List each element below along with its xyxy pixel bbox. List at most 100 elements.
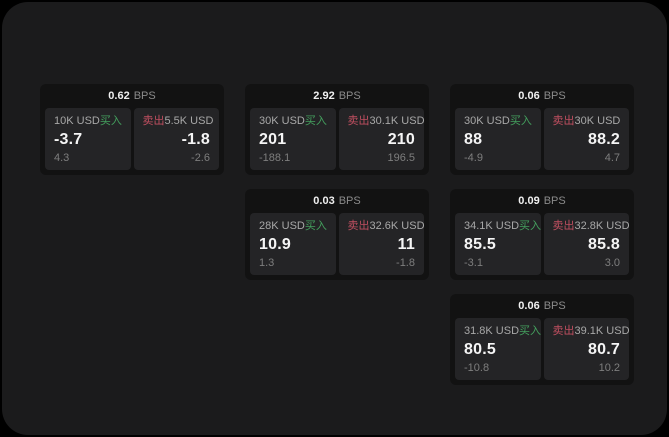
panel-top-row: 卖出 30K USD [553,116,621,127]
buy-side-label: 买入 [519,325,542,337]
sell-quote-panel[interactable]: 卖出 32.8K USD 85.8 3.0 [543,213,630,275]
card-header: 0.06 BPS [455,84,629,108]
buy-amount: 34.1K USD [464,220,520,232]
sell-side-label: 卖出 [142,115,165,127]
card-header: 0.62 BPS [45,84,219,108]
quote-panels: 28K USD 买入 10.9 1.3 卖出 32.6K USD 11 -1.8 [250,213,425,275]
panel-top-row: 卖出 5.5K USD [142,115,214,127]
sell-delta: -1.8 [396,257,415,269]
panel-top-row: 卖出 32.6K USD [347,220,425,232]
buy-price: 201 [259,131,287,148]
quote-card: 0.06 BPS 30K USD 买入 88 -4.9 卖出 30K USD [450,84,634,175]
quote-card: 0.03 BPS 28K USD 买入 10.9 1.3 卖出 32.6K US… [245,189,429,280]
buy-side-label: 买入 [304,220,327,232]
buy-delta: -4.9 [464,152,483,164]
buy-quote-panel[interactable]: 34.1K USD 买入 85.5 -3.1 [455,213,541,275]
bps-value: 0.62 [108,89,130,102]
buy-side-label: 买入 [304,115,327,127]
sell-quote-panel[interactable]: 卖出 30.1K USD 210 196.5 [338,108,425,170]
sell-amount: 32.6K USD [369,220,425,232]
card-header: 0.09 BPS [455,189,629,213]
sell-quote-panel[interactable]: 卖出 39.1K USD 80.7 10.2 [543,318,630,380]
panel-top-row: 30K USD 买入 [464,116,532,127]
sell-quote-panel[interactable]: 卖出 32.6K USD 11 -1.8 [338,213,425,275]
quote-card: 2.92 BPS 30K USD 买入 201 -188.1 卖出 30.1K … [245,84,429,175]
buy-price: 10.9 [259,236,291,253]
buy-amount: 28K USD [259,220,305,232]
sell-delta: 10.2 [598,362,620,374]
quote-panels: 10K USD 买入 -3.7 4.3 卖出 5.5K USD -1.8 -2.… [45,108,219,170]
buy-amount: 10K USD [54,115,100,127]
buy-quote-panel[interactable]: 31.8K USD 买入 80.5 -10.8 [455,318,541,380]
sell-side-label: 卖出 [347,220,370,232]
sell-amount: 5.5K USD [164,115,214,127]
quote-panels: 34.1K USD 买入 85.5 -3.1 卖出 32.8K USD 85.8… [455,213,630,275]
panel-top-row: 卖出 30.1K USD [347,115,425,127]
bps-unit-label: BPS [543,194,566,207]
sell-side-label: 卖出 [552,115,575,127]
panel-top-row: 28K USD 买入 [259,221,327,232]
card-header: 2.92 BPS [250,84,424,108]
sell-delta: 3.0 [604,257,620,269]
buy-quote-panel[interactable]: 30K USD 买入 201 -188.1 [250,108,336,170]
sell-quote-panel[interactable]: 卖出 30K USD 88.2 4.7 [543,108,629,170]
buy-amount: 31.8K USD [464,325,520,337]
bps-unit-label: BPS [543,299,566,312]
sell-amount: 39.1K USD [574,325,630,337]
panel-top-row: 卖出 39.1K USD [552,325,630,337]
sell-quote-panel[interactable]: 卖出 5.5K USD -1.8 -2.6 [133,108,219,170]
buy-amount: 30K USD [259,115,305,127]
panel-top-row: 卖出 32.8K USD [552,220,630,232]
buy-delta: 1.3 [259,257,275,269]
card-header: 0.03 BPS [250,189,424,213]
sell-price: -1.8 [181,131,210,148]
bps-value: 0.03 [313,194,335,207]
buy-delta: -188.1 [259,152,291,164]
buy-quote-panel[interactable]: 30K USD 买入 88 -4.9 [455,108,541,170]
panel-top-row: 10K USD 买入 [54,116,122,127]
quote-panels: 31.8K USD 买入 80.5 -10.8 卖出 39.1K USD 80.… [455,318,630,380]
bps-value: 0.06 [518,89,540,102]
sell-side-label: 卖出 [347,115,370,127]
card-header: 0.06 BPS [455,294,629,318]
sell-price: 80.7 [588,341,620,358]
bps-value: 0.09 [518,194,540,207]
buy-quote-panel[interactable]: 28K USD 买入 10.9 1.3 [250,213,336,275]
quote-grid: 0.62 BPS 10K USD 买入 -3.7 4.3 卖出 5.5K USD [40,84,634,385]
sell-price: 85.8 [588,236,620,253]
panel-top-row: 34.1K USD 买入 [464,220,541,232]
quote-card: 0.62 BPS 10K USD 买入 -3.7 4.3 卖出 5.5K USD [40,84,224,175]
sell-delta: 196.5 [387,152,415,164]
bps-unit-label: BPS [338,89,361,102]
sell-delta: 4.7 [604,152,620,164]
buy-side-label: 买入 [509,115,532,127]
panel-top-row: 30K USD 买入 [259,116,327,127]
buy-delta: 4.3 [54,152,70,164]
bps-unit-label: BPS [338,194,361,207]
buy-price: 80.5 [464,341,496,358]
quote-card: 0.06 BPS 31.8K USD 买入 80.5 -10.8 卖出 39.1… [450,294,634,385]
buy-price: 88 [464,131,483,148]
sell-delta: -2.6 [191,152,210,164]
sell-side-label: 卖出 [552,325,575,337]
quote-panels: 30K USD 买入 201 -188.1 卖出 30.1K USD 210 1… [250,108,425,170]
sell-amount: 30.1K USD [369,115,425,127]
buy-delta: -3.1 [464,257,483,269]
quote-card: 0.09 BPS 34.1K USD 买入 85.5 -3.1 卖出 32.8K… [450,189,634,280]
bps-unit-label: BPS [133,89,156,102]
sell-price: 88.2 [588,131,620,148]
bps-unit-label: BPS [543,89,566,102]
buy-side-label: 买入 [519,220,542,232]
buy-side-label: 买入 [99,115,122,127]
sell-amount: 32.8K USD [574,220,630,232]
panel-top-row: 31.8K USD 买入 [464,325,541,337]
sell-side-label: 卖出 [552,220,575,232]
buy-quote-panel[interactable]: 10K USD 买入 -3.7 4.3 [45,108,131,170]
bps-value: 0.06 [518,299,540,312]
sell-amount: 30K USD [574,115,621,127]
quote-panels: 30K USD 买入 88 -4.9 卖出 30K USD 88.2 4.7 [455,108,629,170]
bps-value: 2.92 [313,89,335,102]
buy-amount: 30K USD [464,115,510,127]
buy-price: 85.5 [464,236,496,253]
